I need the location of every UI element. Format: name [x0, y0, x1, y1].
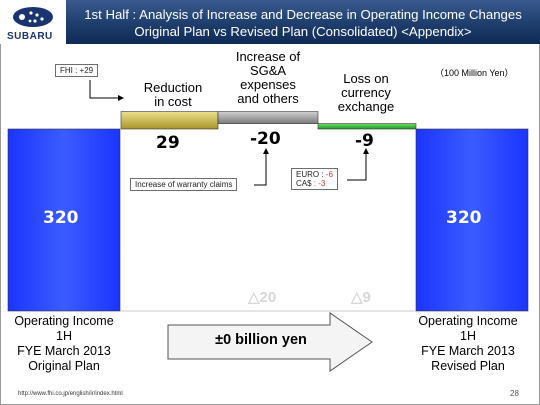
slide-title: 1st Half : Analysis of Increase and Decr…: [66, 6, 540, 40]
fhi-note: FHI : +29: [55, 64, 99, 77]
left-total-value: 320: [43, 208, 79, 228]
title-band: [66, 0, 540, 44]
fx-value: -9: [355, 131, 374, 151]
slide-header: SUBARU 1st Half : Analysis of Increase a…: [0, 0, 540, 44]
footer-url-link[interactable]: http://www.fhi.co.jp/english/ir/index.ht…: [18, 391, 123, 397]
left-label-line2: 1H: [56, 329, 72, 343]
fx-bottom-mark: △9: [351, 289, 371, 306]
fhi-callout-arrow: [89, 80, 118, 99]
fx-title: Loss on currency exchange: [337, 71, 395, 114]
warranty-arrowhead-icon: [263, 148, 269, 154]
revised-plan-bar: [415, 128, 529, 312]
right-label-line2: 1H: [460, 329, 476, 343]
sga-title: Increase of SG&A expenses and others: [235, 49, 301, 106]
right-total-value: 320: [446, 208, 482, 228]
euro-value: -6: [325, 170, 333, 179]
cad-label: CA$: [296, 179, 312, 188]
left-label-line3: FYE March 2013: [17, 344, 111, 358]
fx-callout-arrow: [347, 154, 367, 181]
warranty-note: Increase of warranty claims: [130, 178, 238, 191]
title-line-2: Original Plan vs Revised Plan (Consolida…: [134, 24, 472, 39]
unit-label: （100 Million Yen）: [435, 68, 514, 78]
right-label-line1: Operating Income: [418, 314, 518, 328]
left-bottom-label: Operating Income 1H FYE March 2013 Origi…: [4, 314, 124, 374]
pleiades-star-logo-icon: [13, 7, 53, 27]
fx-arrowhead-icon: [363, 148, 369, 154]
reduction-title: Reduction in cost: [143, 80, 203, 109]
left-label-line1: Operating Income: [14, 314, 114, 328]
left-label-line4: Original Plan: [28, 359, 100, 373]
original-plan-bar: [7, 128, 121, 312]
change-amount-text: ±0 billion yen: [215, 332, 307, 348]
fhi-arrowhead-icon: [118, 95, 124, 101]
right-bottom-label: Operating Income 1H FYE March 2013 Revis…: [406, 314, 530, 374]
change-arrow-icon: [167, 312, 373, 372]
euro-label: EURO :: [296, 170, 324, 179]
right-label-line4: Revised Plan: [431, 359, 505, 373]
sga-bottom-mark: △20: [248, 289, 277, 306]
title-line-1: 1st Half : Analysis of Increase and Decr…: [84, 7, 522, 22]
sga-increase-bar: [217, 111, 319, 124]
warranty-callout-arrow: [254, 154, 267, 186]
fx-breakdown-note: EURO : -6 CA$ : -3: [291, 168, 338, 190]
page-number: 28: [510, 389, 519, 398]
currency-loss-bar: [317, 123, 417, 130]
cad-value: : -3: [313, 179, 326, 188]
sga-value: -20: [250, 129, 281, 149]
logo-wordmark: SUBARU: [7, 31, 53, 42]
subaru-logo: SUBARU: [0, 0, 66, 44]
right-label-line3: FYE March 2013: [421, 344, 515, 358]
reduction-value: 29: [156, 133, 180, 153]
cost-reduction-bar: [120, 111, 219, 130]
